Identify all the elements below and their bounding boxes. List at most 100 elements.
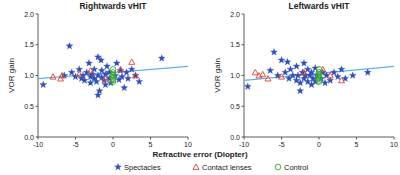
y-tick bbox=[242, 44, 245, 45]
point bbox=[316, 78, 322, 84]
point bbox=[267, 67, 274, 74]
point bbox=[68, 69, 75, 76]
point bbox=[244, 83, 251, 90]
point bbox=[265, 76, 271, 81]
legend-label: Spectacles bbox=[124, 163, 161, 172]
point bbox=[125, 75, 132, 82]
point bbox=[338, 66, 345, 73]
point bbox=[252, 69, 258, 74]
point bbox=[117, 67, 124, 74]
point bbox=[110, 67, 116, 73]
point bbox=[104, 63, 111, 70]
point bbox=[88, 68, 94, 73]
x-tick-label: 5 bbox=[355, 141, 359, 148]
y-tick bbox=[36, 75, 39, 76]
y-tick-label: 1.5 bbox=[230, 41, 240, 48]
x-tick bbox=[394, 137, 395, 140]
x-tick bbox=[244, 137, 245, 140]
point bbox=[297, 87, 304, 94]
point bbox=[98, 67, 105, 74]
y-tick-label: 2.0 bbox=[230, 11, 240, 18]
point bbox=[278, 57, 285, 64]
point bbox=[91, 66, 98, 73]
point bbox=[93, 78, 100, 85]
legend: SpectaclesContact lensesControl bbox=[115, 163, 309, 172]
point bbox=[128, 66, 135, 73]
x-tick-label: -10 bbox=[33, 141, 43, 148]
x-tick bbox=[75, 137, 76, 140]
point bbox=[271, 49, 278, 56]
point bbox=[132, 72, 139, 79]
point bbox=[81, 77, 88, 84]
trend-line bbox=[244, 66, 394, 80]
point bbox=[287, 66, 294, 73]
title: Leftwards vHIT bbox=[289, 1, 351, 11]
x-tick-label: 10 bbox=[184, 141, 192, 148]
x-tick bbox=[38, 137, 39, 140]
y-axis-label: VOR gain bbox=[213, 58, 222, 93]
point bbox=[50, 74, 56, 79]
y-tick-label: 1.0 bbox=[230, 72, 240, 79]
x-tick-label: 5 bbox=[149, 141, 153, 148]
legend-marker bbox=[193, 164, 199, 169]
point bbox=[110, 75, 116, 81]
y-tick bbox=[36, 44, 39, 45]
x-tick bbox=[113, 137, 114, 140]
legend-label: Contact lenses bbox=[202, 163, 252, 172]
point bbox=[158, 55, 165, 62]
point bbox=[293, 63, 300, 70]
y-tick-label: 1.5 bbox=[24, 41, 34, 48]
x-tick bbox=[188, 137, 189, 140]
point bbox=[96, 87, 103, 94]
point bbox=[121, 84, 128, 91]
point bbox=[40, 81, 47, 88]
legend-marker bbox=[115, 163, 122, 170]
panel: Rightwards vHIT VOR gain 0.0 0.5 1.0 1.5 2.0 -1… bbox=[7, 1, 192, 148]
x-tick bbox=[281, 137, 282, 140]
panel: Leftwards vHIT VOR gain 0.0 0.5 1.0 1.5 2.0 -10… bbox=[213, 1, 398, 148]
x-tick bbox=[319, 137, 320, 140]
x-tick-label: -5 bbox=[278, 141, 284, 148]
y-tick-label: 0.0 bbox=[24, 134, 34, 141]
point bbox=[98, 57, 105, 64]
x-tick-label: 0 bbox=[111, 141, 115, 148]
y-tick bbox=[36, 14, 39, 15]
x-tick-label: -5 bbox=[72, 141, 78, 148]
x-tick-label: -10 bbox=[239, 141, 249, 148]
y-tick bbox=[242, 14, 245, 15]
x-tick-label: 10 bbox=[390, 141, 398, 148]
plot-area bbox=[244, 49, 394, 94]
point bbox=[95, 92, 102, 99]
point bbox=[119, 73, 126, 80]
x-tick-label: 0 bbox=[317, 141, 321, 148]
point bbox=[284, 58, 291, 65]
point bbox=[59, 73, 65, 78]
title: Rightwards vHIT bbox=[79, 1, 147, 11]
point bbox=[136, 78, 143, 85]
y-tick-label: 1.0 bbox=[24, 72, 34, 79]
point bbox=[86, 60, 93, 67]
point bbox=[301, 69, 307, 74]
point bbox=[133, 73, 139, 78]
point bbox=[316, 67, 322, 73]
x-tick bbox=[356, 137, 357, 140]
figure: Rightwards vHIT VOR gain 0.0 0.5 1.0 1.5 2.0 -1… bbox=[0, 0, 400, 175]
y-tick-label: 0.0 bbox=[230, 134, 240, 141]
point bbox=[289, 72, 296, 79]
point bbox=[103, 76, 109, 81]
y-tick bbox=[242, 106, 245, 107]
y-tick-label: 2.0 bbox=[24, 11, 34, 18]
point bbox=[113, 60, 120, 67]
point bbox=[66, 42, 73, 49]
point bbox=[349, 72, 356, 79]
point bbox=[301, 60, 308, 67]
y-tick bbox=[242, 75, 245, 76]
x-tick bbox=[150, 137, 151, 140]
y-tick-label: 0.5 bbox=[230, 103, 240, 110]
point bbox=[364, 69, 371, 76]
y-axis-label: VOR gain bbox=[7, 58, 16, 93]
point bbox=[260, 71, 266, 76]
point bbox=[282, 69, 289, 76]
x-axis-label: Refractive error (Diopter) bbox=[152, 150, 247, 159]
y-tick-label: 0.5 bbox=[24, 103, 34, 110]
